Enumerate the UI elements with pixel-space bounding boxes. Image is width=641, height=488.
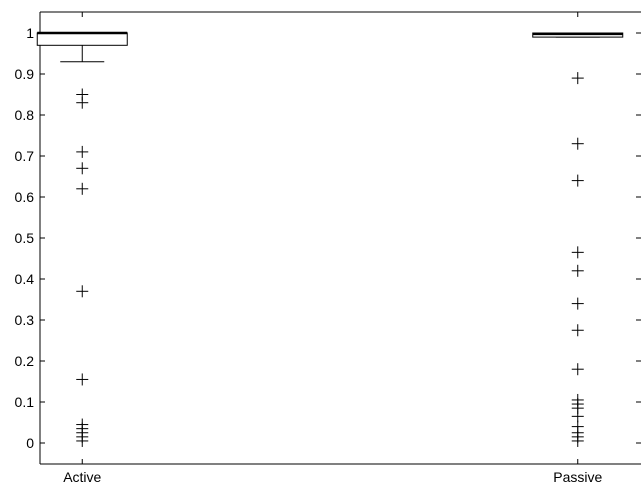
outlier-point bbox=[76, 162, 89, 175]
x-tick-label-active: Active bbox=[63, 469, 101, 485]
y-tick-label: 1 bbox=[26, 25, 34, 41]
outlier-point bbox=[571, 72, 584, 85]
outlier-point bbox=[76, 145, 89, 158]
y-tick-label: 0.2 bbox=[15, 353, 35, 369]
outlier-point bbox=[571, 264, 584, 277]
outlier-point bbox=[571, 324, 584, 337]
y-tick-label: 0.7 bbox=[15, 148, 35, 164]
y-tick-label: 0.3 bbox=[15, 312, 35, 328]
outlier-point bbox=[571, 174, 584, 187]
y-tick-label: 0.8 bbox=[15, 107, 35, 123]
box-active bbox=[36, 32, 128, 46]
outlier-point bbox=[571, 246, 584, 259]
y-tick-label: 0.4 bbox=[15, 271, 35, 287]
x-tick-label-passive: Passive bbox=[553, 469, 602, 485]
outlier-point bbox=[571, 410, 584, 423]
outlier-point bbox=[76, 285, 89, 298]
outlier-point bbox=[76, 96, 89, 109]
outlier-point bbox=[571, 137, 584, 150]
y-tick-label: 0 bbox=[26, 435, 34, 451]
outlier-point bbox=[571, 363, 584, 376]
y-tick-label: 0.6 bbox=[15, 189, 35, 205]
outlier-point bbox=[571, 297, 584, 310]
outlier-point bbox=[76, 182, 89, 195]
y-tick-label: 0.5 bbox=[15, 230, 35, 246]
outlier-point bbox=[76, 434, 89, 447]
outlier-point bbox=[76, 373, 89, 386]
y-tick-label: 0.1 bbox=[15, 394, 35, 410]
y-tick-label: 0.9 bbox=[15, 66, 35, 82]
outlier-point bbox=[571, 434, 584, 447]
